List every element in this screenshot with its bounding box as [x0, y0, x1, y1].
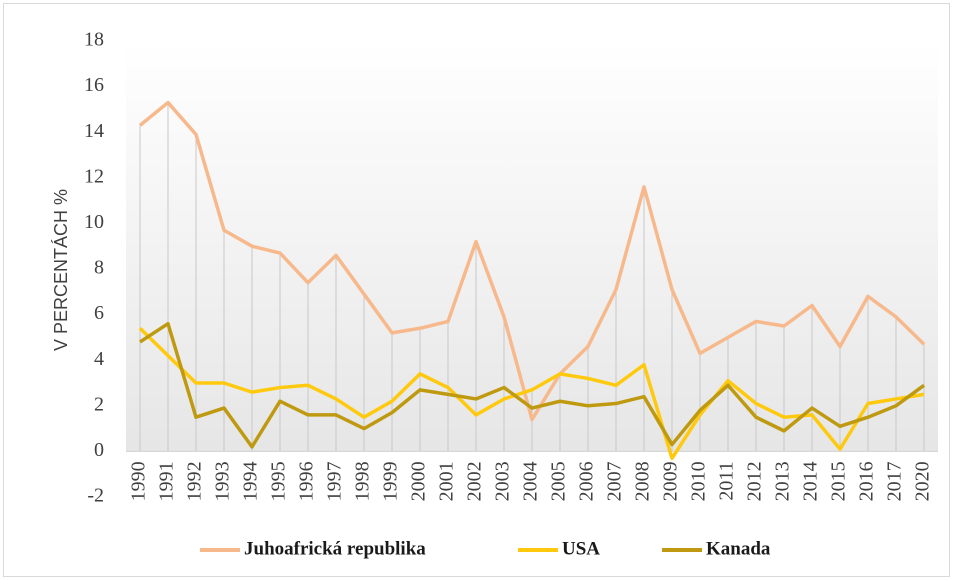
x-tick-label: 2020 [912, 461, 934, 501]
legend-label: USA [562, 538, 600, 559]
series-line [139, 321, 926, 449]
y-tick-label: 0 [94, 439, 104, 461]
x-tick-label: 2003 [492, 461, 514, 501]
x-tick-label: 2010 [688, 461, 710, 501]
legend-label: Juhoafrická republika [244, 538, 426, 559]
x-tick-label: 1998 [352, 461, 374, 501]
y-tick-label: 2 [94, 393, 104, 415]
x-tick-label: 2014 [800, 461, 822, 501]
x-tick-label: 1995 [268, 461, 290, 501]
x-tick-label: 2001 [436, 461, 458, 501]
x-tick-label: 2005 [548, 461, 570, 501]
y-axis-title: V PERCENTÁCH % [51, 189, 71, 351]
x-tick-label: 1999 [380, 461, 402, 501]
series-line [138, 100, 926, 422]
plot-background [126, 41, 938, 451]
x-tick-label: 2002 [464, 461, 486, 501]
x-tick-label: 2015 [828, 461, 850, 501]
x-tick-label: 2008 [632, 461, 654, 501]
x-tick-label: 2012 [744, 461, 766, 501]
x-tick-label: 1997 [324, 461, 346, 501]
x-tick-label: 1992 [184, 461, 206, 501]
x-tick-label: 1994 [240, 461, 262, 501]
y-tick-label: 6 [94, 302, 104, 324]
x-tick-label: 1990 [128, 461, 150, 501]
x-tick-label: 1991 [156, 461, 178, 501]
y-tick-label: -2 [87, 485, 104, 507]
x-tick-label: 2006 [576, 461, 598, 501]
x-tick-label: 2013 [772, 461, 794, 501]
x-tick-label: 2017 [884, 461, 906, 501]
x-tick-label: 2011 [716, 461, 738, 500]
y-tick-label: 18 [84, 29, 104, 51]
series-line [138, 327, 925, 460]
x-tick-label: 2004 [520, 461, 542, 501]
x-tick-label: 2000 [408, 461, 430, 501]
x-tick-label: 2007 [604, 461, 626, 501]
x-tick-label: 1996 [296, 461, 318, 501]
x-tick-label: 2016 [856, 461, 878, 501]
x-tick-label: 1993 [212, 461, 234, 501]
x-tick-label: 2009 [660, 461, 682, 501]
y-tick-label: 4 [94, 348, 104, 370]
y-tick-label: 14 [84, 120, 104, 142]
y-tick-label: 16 [84, 74, 104, 96]
y-tick-label: 10 [84, 211, 104, 233]
legend-label: Kanada [706, 538, 771, 559]
y-tick-label: 12 [84, 165, 104, 187]
y-tick-label: 8 [94, 257, 104, 279]
